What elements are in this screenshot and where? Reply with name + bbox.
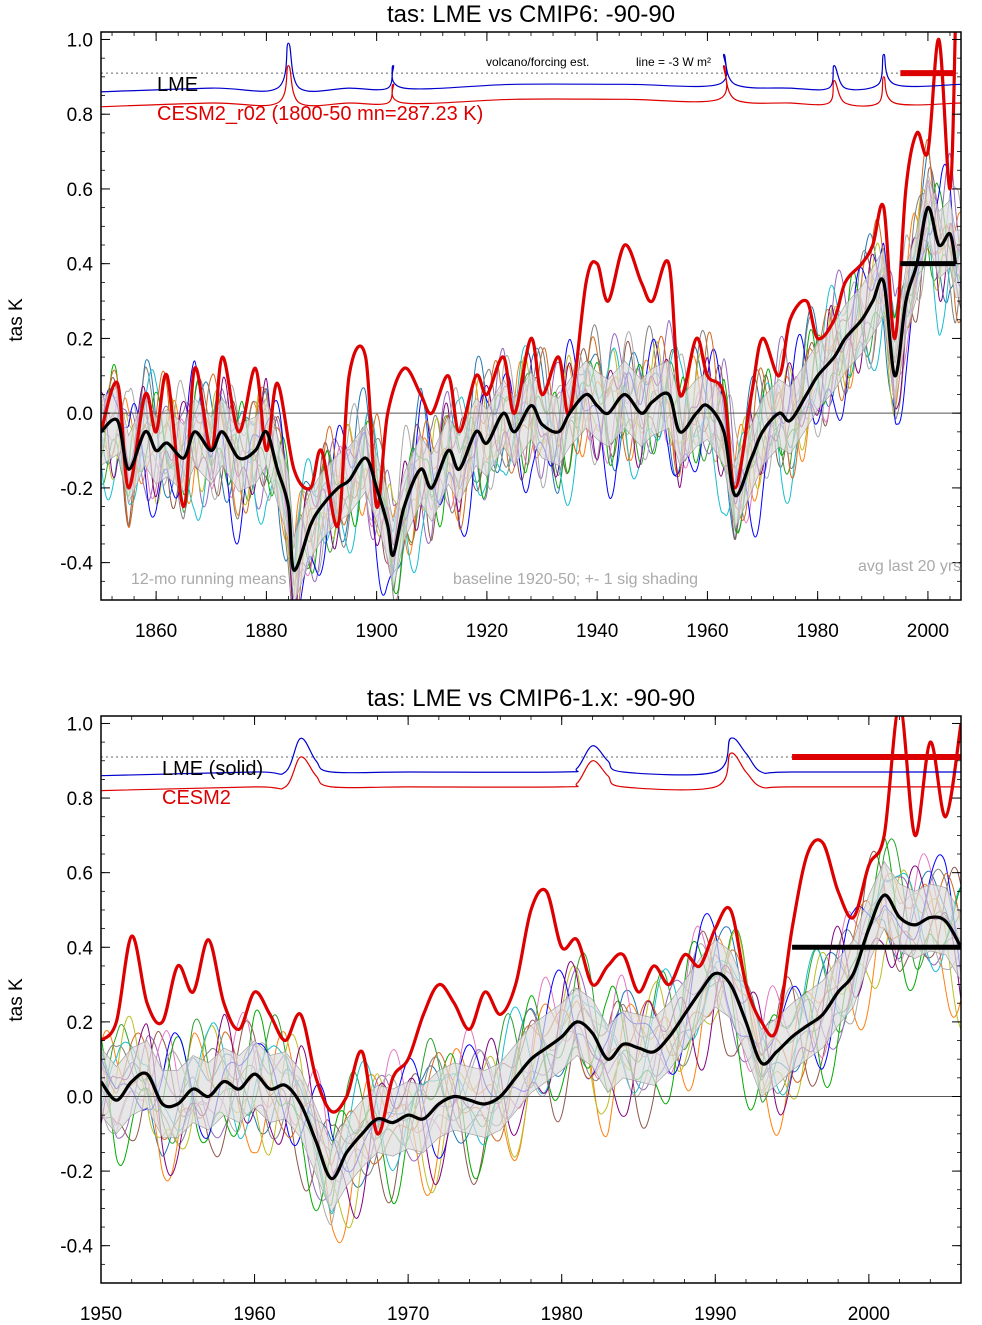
x-tick-label: 1940 [576,621,618,642]
y-tick-label: 1.0 [67,30,93,51]
lme_mean-series-line [101,205,958,572]
note-avg-last-20: avg last 20 yrs [858,558,961,575]
ensemble-member-line [101,163,961,600]
x-tick-label: 1920 [466,621,508,642]
y-axis-label: tas K [6,298,27,342]
axis-ticks: -0.4 -0.2 0.0 0.2 0.4 0.6 0.8 1.0 1950 1960 1970 19… [60,714,962,1325]
legend-cesm2: CESM2_r02 (1800-50 mn=287.23 K) [157,103,483,125]
x-tick-label: 2000 [848,1304,890,1325]
y-tick-label: -0.4 [60,1237,93,1258]
y-tick-label: 1.0 [67,714,93,735]
lme_forcing-series-line [101,737,961,777]
x-tick-label: 1950 [80,1304,122,1325]
sigma-shading [101,173,961,600]
chart-title: tas: LME vs CMIP6-1.x: -90-90 [367,685,695,712]
chart-panel-bottom: tas: LME vs CMIP6-1.x: -90-90 tas K -0.4… [6,685,962,1325]
cesm2_forcing-series-line [101,65,961,108]
cesm2_forcing-series-line [101,752,961,792]
series-lines [101,32,961,572]
chart-panel-top: tas: LME vs CMIP6: -90-90 tas K -0.4 -0.2… [6,1,962,642]
y-tick-label: 0.8 [67,789,93,810]
y-tick-label: 0.4 [67,255,94,276]
forcing-line-label: line = -3 W m² [636,55,711,69]
x-tick-label: 1990 [694,1304,736,1325]
y-axis-label: tas K [6,978,27,1022]
y-tick-label: 0.4 [67,938,94,959]
y-tick-label: 0.0 [67,404,93,425]
x-tick-label: 1880 [245,621,287,642]
y-tick-label: -0.2 [60,479,93,500]
x-tick-label: 1980 [541,1304,583,1325]
x-tick-label: 2000 [907,621,949,642]
cesm2-series-line [101,32,957,529]
legend-lme: LME (solid) [162,758,263,780]
x-tick-label: 1960 [686,621,728,642]
x-tick-label: 1970 [387,1304,429,1325]
x-tick-label: 1960 [233,1304,275,1325]
note-running-means: 12-mo running means [131,571,287,588]
y-tick-label: -0.2 [60,1162,93,1183]
axis-ticks: -0.4 -0.2 0.0 0.2 0.4 0.6 0.8 1.0 1860 1880 1900 19… [60,30,961,642]
legend-cesm2: CESM2 [162,787,231,809]
sigma-band [101,173,961,600]
y-tick-label: -0.4 [60,554,93,575]
y-tick-label: 0.8 [67,105,93,126]
y-tick-label: 0.2 [67,1013,93,1034]
y-tick-label: 0.6 [67,864,93,885]
lme_forcing-series-line [101,42,961,93]
y-tick-label: 0.0 [67,1087,93,1108]
x-tick-label: 1860 [135,621,177,642]
note-baseline: baseline 1920-50; +- 1 sig shading [453,571,698,588]
lme_mean-series-line [101,893,961,1181]
y-tick-label: 0.6 [67,180,93,201]
x-tick-label: 1980 [797,621,839,642]
cesm2-series-line [101,716,961,1136]
x-tick-label: 1900 [356,621,398,642]
legend-lme: LME [157,74,198,96]
chart-title: tas: LME vs CMIP6: -90-90 [387,1,675,28]
forcing-label: volcano/forcing est. [486,55,589,69]
series-lines [101,716,961,1181]
y-tick-label: 0.2 [67,329,93,350]
